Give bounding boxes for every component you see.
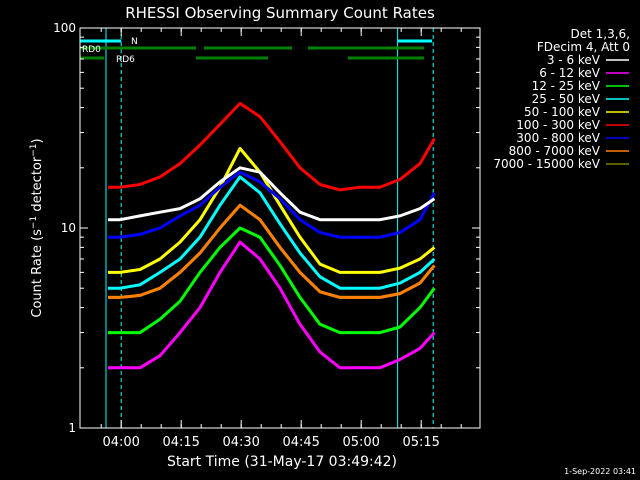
y-tick-label: 10 (61, 221, 76, 235)
y-tick-label: 1 (68, 421, 76, 435)
series-line-0 (108, 166, 436, 222)
rd6-flag-label: RD6 (116, 55, 135, 65)
legend-item-label: 25 - 50 keV (532, 92, 601, 106)
x-tick-label: 04:00 (102, 435, 139, 450)
series-layer (108, 101, 436, 370)
x-tick-label: 04:15 (162, 435, 199, 450)
x-tick-label: 04:30 (222, 435, 259, 450)
series-line-3 (108, 175, 436, 290)
legend-item-label: 3 - 6 keV (547, 53, 601, 67)
x-tick-label: 04:45 (282, 435, 319, 450)
x-axis-label: Start Time (31-May-17 03:49:42) (167, 454, 397, 470)
x-tick-label: 05:15 (402, 435, 439, 450)
series-line-1 (108, 240, 436, 370)
series-line-2 (108, 226, 436, 335)
observing-flag-markers: N RD0 RD6 (80, 28, 434, 428)
legend-item-label: 50 - 100 keV (524, 105, 601, 119)
legend-item-label: 12 - 25 keV (532, 79, 601, 93)
chart-title: RHESSI Observing Summary Count Rates (125, 4, 435, 22)
series-line-7 (108, 203, 436, 299)
n-flag-label: N (131, 37, 138, 47)
legend-item-label: 6 - 12 keV (539, 66, 601, 80)
series-line-6 (108, 170, 436, 239)
footer-date: 1-Sep-2022 03:41 (564, 467, 636, 476)
legend-header-line: FDecim 4, Att 0 (537, 40, 630, 54)
legend-item-label: 7000 - 15000 keV (493, 157, 600, 171)
rd0-flag-label: RD0 (82, 45, 101, 55)
legend-item-label: 300 - 800 keV (516, 131, 600, 145)
legend-item-label: 800 - 7000 keV (509, 144, 601, 158)
legend-item-label: 100 - 300 keV (516, 118, 600, 132)
series-line-5 (108, 101, 436, 192)
legend-header-line: Det 1,3,6, (571, 27, 631, 41)
x-tick-label: 05:00 (342, 435, 379, 450)
y-axis-label: Count Rate (s−1 detector−1) (29, 138, 45, 317)
axis-ticks: 04:00 04:15 04:30 04:45 05:00 05:15 1 10 100 (53, 21, 480, 450)
y-tick-label: 100 (53, 21, 76, 35)
